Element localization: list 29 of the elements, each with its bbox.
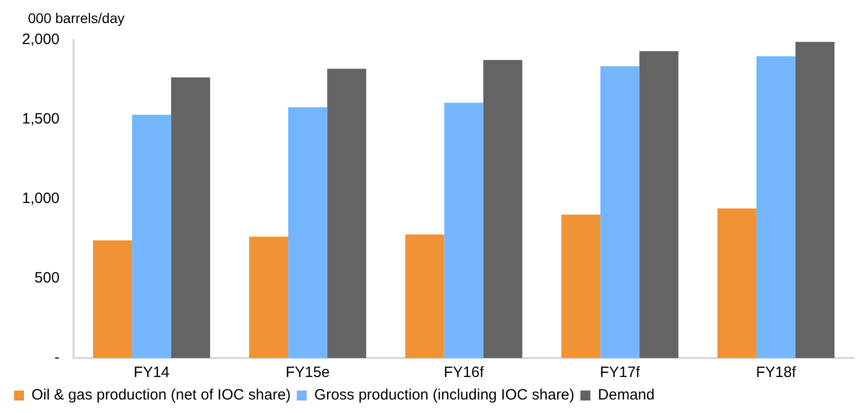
- bar: [717, 208, 756, 358]
- bar: [288, 107, 328, 358]
- bar: [639, 51, 678, 358]
- bar: [405, 234, 444, 358]
- y-tick-label: 2,000: [22, 31, 60, 48]
- legend-label: Gross production (including IOC share): [314, 386, 574, 404]
- y-tick-label: 500: [34, 270, 60, 287]
- x-tick-label: FY16f: [444, 364, 485, 382]
- bar: [444, 102, 484, 358]
- bar: [795, 42, 834, 358]
- bar: [561, 214, 600, 358]
- x-tick-label: FY18f: [756, 364, 797, 382]
- bar: [756, 56, 796, 358]
- x-tick-label: FY17f: [600, 364, 641, 382]
- y-axis-title: 000 barrels/day: [28, 10, 125, 26]
- y-tick-label: 1,500: [22, 110, 60, 128]
- bar: [327, 68, 366, 358]
- legend-label: Oil & gas production (net of IOC share): [32, 386, 291, 404]
- y-tick-label: -: [54, 349, 60, 366]
- y-tick-label: 1,000: [22, 190, 60, 208]
- bar: [171, 77, 210, 358]
- bar: [483, 60, 522, 358]
- bar: [132, 114, 172, 358]
- legend-label: Demand: [598, 386, 655, 404]
- x-tick-label: FY14: [134, 364, 170, 382]
- x-tick-label: FY15e: [286, 364, 330, 382]
- bar: [600, 66, 640, 358]
- bar: [93, 240, 132, 358]
- bar: [249, 236, 288, 358]
